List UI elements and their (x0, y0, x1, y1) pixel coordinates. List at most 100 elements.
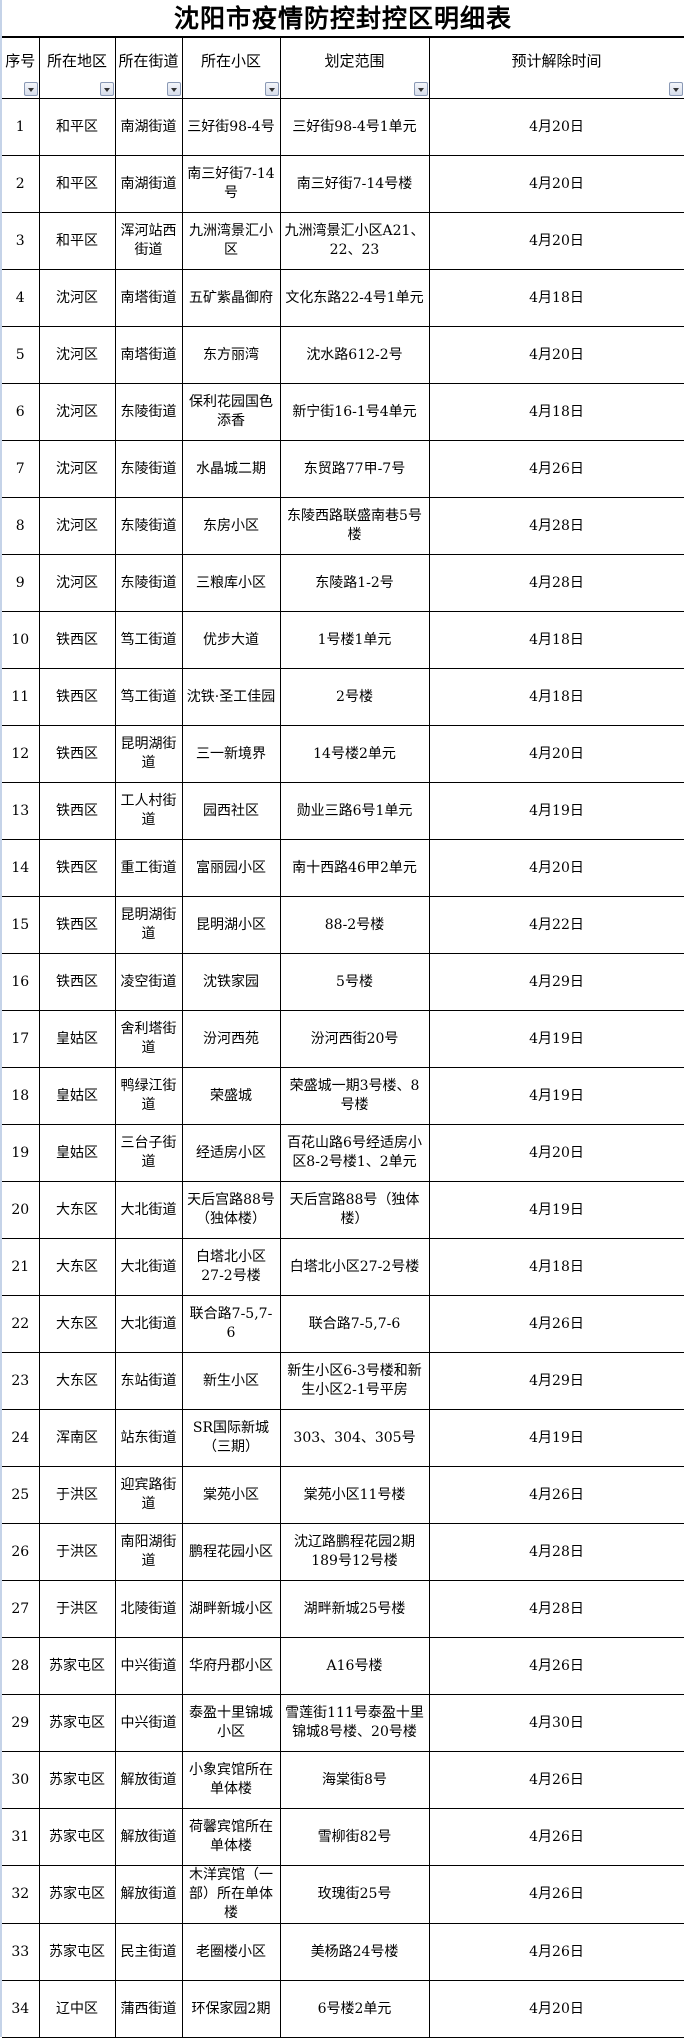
cell-community: 水晶城二期 (181, 440, 281, 498)
cell-index: 28 (2, 1637, 40, 1695)
cell-release-date: 4月29日 (428, 1352, 684, 1410)
cell-community: 五矿紫晶御府 (181, 269, 281, 327)
table-row: 26 于洪区 南阳湖街道 鹏程花园小区 沈辽路鹏程花园2期189号12号楼 4月28日 (2, 1523, 684, 1581)
cell-district: 沈河区 (38, 383, 116, 441)
cell-scope: 5号楼 (279, 953, 430, 1011)
cell-release-date: 4月29日 (428, 953, 684, 1011)
cell-street: 南阳湖街道 (114, 1523, 183, 1581)
cell-index: 9 (2, 554, 40, 612)
header-release-date: 预计解除时间 (428, 37, 684, 99)
cell-release-date: 4月18日 (428, 383, 684, 441)
cell-index: 3 (2, 212, 40, 270)
cell-district: 于洪区 (38, 1466, 116, 1524)
cell-district: 铁西区 (38, 782, 116, 840)
cell-index: 18 (2, 1067, 40, 1125)
cell-release-date: 4月20日 (428, 155, 684, 213)
table-row: 2 和平区 南湖街道 南三好街7-14号 南三好街7-14号楼 4月20日 (2, 155, 684, 213)
cell-index: 15 (2, 896, 40, 954)
cell-scope: 沈水路612-2号 (279, 326, 430, 384)
cell-release-date: 4月28日 (428, 497, 684, 555)
cell-street: 大北街道 (114, 1238, 183, 1296)
header-street: 所在街道 (114, 37, 183, 99)
table-row: 34 辽中区 蒲西街道 环保家园2期 6号楼2单元 4月20日 (2, 1980, 684, 2038)
header-index: 序号 (2, 37, 40, 99)
cell-community: 园西社区 (181, 782, 281, 840)
cell-release-date: 4月18日 (428, 668, 684, 726)
cell-district: 大东区 (38, 1181, 116, 1239)
cell-district: 苏家屯区 (38, 1808, 116, 1866)
filter-dropdown-icon[interactable] (413, 82, 428, 96)
cell-street: 中兴街道 (114, 1694, 183, 1752)
cell-release-date: 4月19日 (428, 1409, 684, 1467)
cell-index: 34 (2, 1980, 40, 2038)
cell-street: 解放街道 (114, 1751, 183, 1809)
cell-community: 经适房小区 (181, 1124, 281, 1182)
filter-dropdown-icon[interactable] (166, 82, 181, 96)
cell-release-date: 4月26日 (428, 1466, 684, 1524)
cell-street: 南塔街道 (114, 269, 183, 327)
cell-scope: 九洲湾景汇小区A21、22、23 (279, 212, 430, 270)
cell-index: 21 (2, 1238, 40, 1296)
cell-community: 新生小区 (181, 1352, 281, 1410)
cell-community: 荣盛城 (181, 1067, 281, 1125)
cell-scope: 玫瑰街25号 (279, 1865, 430, 1924)
cell-street: 东陵街道 (114, 440, 183, 498)
table-row: 29 苏家屯区 中兴街道 泰盈十里锦城小区 雪莲街111号泰盈十里锦城8号楼、20号楼 4… (2, 1694, 684, 1752)
cell-release-date: 4月20日 (428, 326, 684, 384)
cell-scope: 美杨路24号楼 (279, 1923, 430, 1981)
cell-district: 浑南区 (38, 1409, 116, 1467)
cell-community: 老圈楼小区 (181, 1923, 281, 1981)
cell-index: 16 (2, 953, 40, 1011)
table-row: 8 沈河区 东陵街道 东房小区 东陵西路联盛南巷5号楼 4月28日 (2, 497, 684, 555)
cell-scope: 南十西路46甲2单元 (279, 839, 430, 897)
cell-release-date: 4月28日 (428, 1523, 684, 1581)
cell-scope: 南三好街7-14号楼 (279, 155, 430, 213)
cell-index: 30 (2, 1751, 40, 1809)
table-row: 18 皇姑区 鸭绿江街道 荣盛城 荣盛城一期3号楼、8号楼 4月19日 (2, 1067, 684, 1125)
cell-district: 大东区 (38, 1238, 116, 1296)
cell-scope: 文化东路22-4号1单元 (279, 269, 430, 327)
table-row: 21 大东区 大北街道 白塔北小区27-2号楼 白塔北小区27-2号楼 4月18日 (2, 1238, 684, 1296)
cell-community: 天后宫路88号（独体楼） (181, 1181, 281, 1239)
cell-community: 联合路7-5,7-6 (181, 1295, 281, 1353)
cell-scope: 三好街98-4号1单元 (279, 98, 430, 156)
filter-dropdown-icon[interactable] (99, 82, 114, 96)
filter-dropdown-icon[interactable] (23, 82, 38, 96)
cell-scope: 新生小区6-3号楼和新生小区2-1号平房 (279, 1352, 430, 1410)
cell-street: 鸭绿江街道 (114, 1067, 183, 1125)
cell-district: 和平区 (38, 212, 116, 270)
cell-scope: 雪莲街111号泰盈十里锦城8号楼、20号楼 (279, 1694, 430, 1752)
cell-street: 解放街道 (114, 1865, 183, 1924)
cell-scope: 荣盛城一期3号楼、8号楼 (279, 1067, 430, 1125)
table-row: 5 沈河区 南塔街道 东方丽湾 沈水路612-2号 4月20日 (2, 326, 684, 384)
cell-scope: 沈辽路鹏程花园2期189号12号楼 (279, 1523, 430, 1581)
cell-community: SR国际新城（三期） (181, 1409, 281, 1467)
cell-community: 小象宾馆所在单体楼 (181, 1751, 281, 1809)
cell-release-date: 4月20日 (428, 725, 684, 783)
cell-district: 沈河区 (38, 440, 116, 498)
cell-street: 东陵街道 (114, 554, 183, 612)
cell-community: 昆明湖小区 (181, 896, 281, 954)
cell-community: 三粮库小区 (181, 554, 281, 612)
table-row: 24 浑南区 站东街道 SR国际新城（三期） 303、304、305号 4月19日 (2, 1409, 684, 1467)
header-row: 序号 所在地区 所在街道 所在小区 划定范围 预计解除时间 (2, 37, 684, 99)
table-row: 27 于洪区 北陵街道 湖畔新城小区 湖畔新城25号楼 4月28日 (2, 1580, 684, 1638)
cell-index: 11 (2, 668, 40, 726)
table-row: 11 铁西区 笃工街道 沈铁·圣工佳园 2号楼 4月18日 (2, 668, 684, 726)
cell-scope: 白塔北小区27-2号楼 (279, 1238, 430, 1296)
table-row: 4 沈河区 南塔街道 五矿紫晶御府 文化东路22-4号1单元 4月18日 (2, 269, 684, 327)
cell-street: 凌空街道 (114, 953, 183, 1011)
cell-street: 站东街道 (114, 1409, 183, 1467)
cell-index: 14 (2, 839, 40, 897)
header-scope: 划定范围 (279, 37, 430, 99)
cell-district: 苏家屯区 (38, 1637, 116, 1695)
cell-index: 26 (2, 1523, 40, 1581)
filter-dropdown-icon[interactable] (264, 82, 279, 96)
cell-street: 解放街道 (114, 1808, 183, 1866)
filter-dropdown-icon[interactable] (668, 82, 683, 96)
header-label: 所在街道 (118, 51, 179, 70)
cell-community: 木洋宾馆（一部）所在单体楼 (181, 1865, 281, 1924)
table-row: 12 铁西区 昆明湖街道 三一新境界 14号楼2单元 4月20日 (2, 725, 684, 783)
table-row: 17 皇姑区 舍利塔街道 汾河西苑 汾河西街20号 4月19日 (2, 1010, 684, 1068)
cell-scope: 东贸路77甲-7号 (279, 440, 430, 498)
